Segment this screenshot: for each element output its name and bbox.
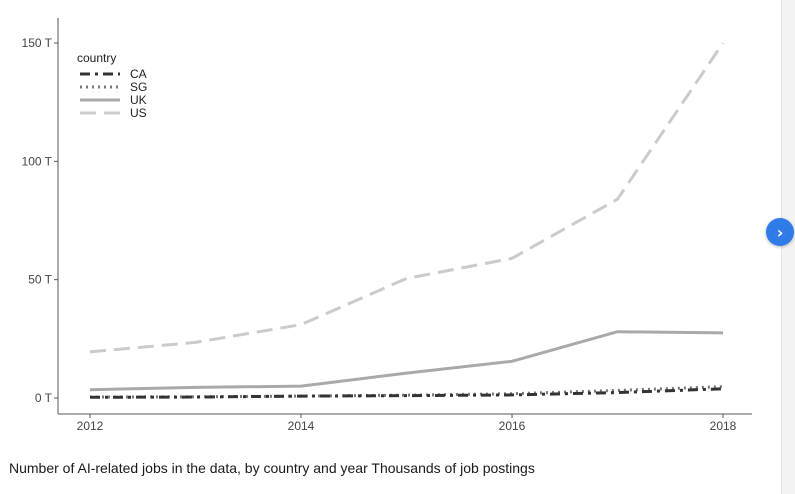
x-tick-label: 2014 (288, 419, 315, 433)
y-tick-label: 150 T (22, 36, 53, 50)
next-slide-button[interactable]: › (766, 218, 794, 246)
legend-title: country (77, 51, 116, 65)
series-line-uk (89, 330, 724, 392)
chart-caption: Number of AI-related jobs in the data, b… (9, 460, 535, 476)
x-tick-label: 2016 (499, 419, 526, 433)
legend-label: CA (130, 67, 147, 81)
legend-label: US (130, 106, 147, 120)
y-tick-label: 100 T (22, 154, 53, 168)
x-tick-label: 2012 (77, 419, 104, 433)
chart-axes: 0 T 50 T 100 T 150 T 2012 2014 2016 2018 (22, 18, 752, 433)
legend-label: UK (130, 93, 147, 107)
chart-series (89, 42, 725, 399)
x-tick-label: 2018 (710, 419, 737, 433)
vertical-scrollbar[interactable] (781, 0, 795, 494)
y-tick-label: 0 T (35, 391, 53, 405)
legend-label: SG (130, 80, 147, 94)
series-line-us (89, 42, 725, 354)
y-tick-label: 50 T (28, 273, 52, 287)
line-chart: 0 T 50 T 100 T 150 T 2012 2014 2016 2018 countr… (22, 18, 752, 433)
chevron-right-icon: › (776, 222, 784, 242)
series-line-ca (89, 387, 724, 399)
